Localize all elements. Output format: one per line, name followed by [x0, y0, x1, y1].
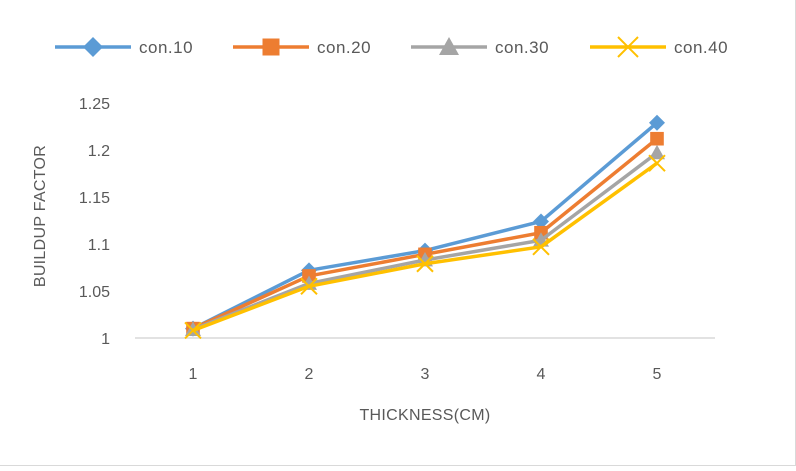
legend-label: con.30	[495, 38, 549, 57]
legend-item: con.40	[590, 36, 728, 58]
data-point	[416, 255, 434, 273]
data-point	[533, 213, 549, 230]
legend-label: con.40	[674, 38, 728, 57]
legend-item: con.30	[411, 37, 549, 57]
legend-marker	[83, 37, 103, 57]
legend-marker	[439, 37, 459, 55]
x-tick-label: 3	[421, 366, 430, 383]
y-tick-label: 1	[101, 331, 110, 348]
data-point	[184, 321, 202, 340]
y-tick-label: 1.1	[88, 237, 110, 254]
series-group	[184, 154, 666, 340]
x-axis-title: THICKNESS(CM)	[359, 407, 490, 424]
x-tick-label: 5	[653, 366, 662, 383]
data-point	[532, 238, 550, 256]
legend-item: con.20	[233, 38, 371, 57]
data-point	[650, 131, 664, 146]
legend-marker	[262, 38, 280, 56]
legend-item: con.10	[55, 37, 193, 57]
legend-label: con.10	[139, 38, 193, 57]
y-axis: 1 1.05 1.1 1.15 1.2 1.25	[79, 96, 110, 348]
legend-label: con.20	[317, 38, 371, 57]
x-tick-label: 1	[189, 366, 198, 383]
legend-marker	[617, 36, 639, 58]
y-tick-label: 1.05	[79, 284, 110, 301]
y-tick-label: 1.25	[79, 96, 110, 113]
data-point	[649, 144, 665, 160]
data-point	[300, 277, 318, 296]
x-axis: 1 2 3 4 5	[135, 337, 715, 383]
x-tick-label: 2	[305, 366, 314, 383]
y-axis-title: BUILDUP FACTOR	[32, 145, 49, 287]
y-tick-label: 1.2	[88, 143, 110, 160]
data-point	[648, 154, 666, 172]
plot-area	[184, 114, 666, 340]
data-point	[649, 114, 665, 131]
legend: con.10 con.20 con.30 con.40	[55, 36, 728, 58]
y-tick-label: 1.15	[79, 190, 110, 207]
x-tick-label: 4	[537, 366, 546, 383]
